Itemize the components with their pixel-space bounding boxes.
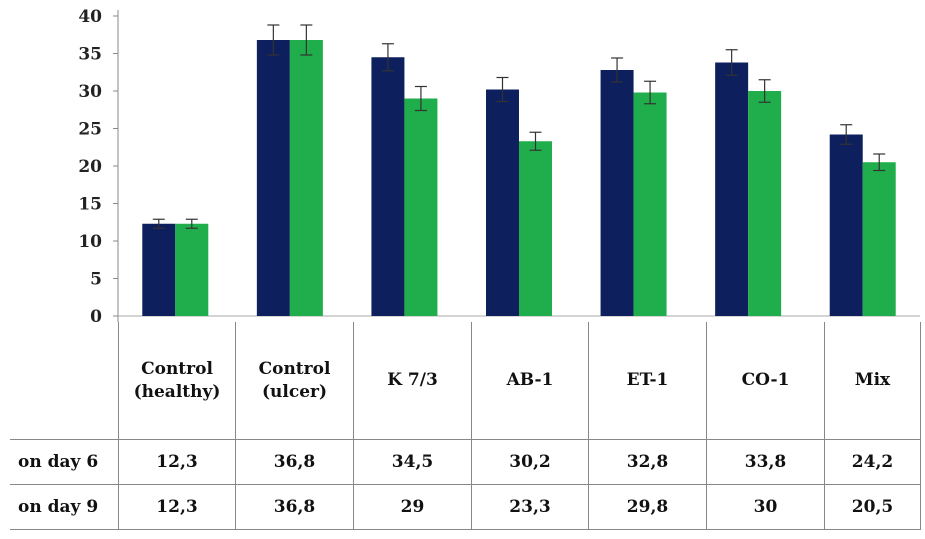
column-header-et1: ET-1 (588, 322, 707, 440)
column-header-control-ulcer: Control (ulcer) (235, 322, 354, 440)
value-cell: 23,3 (471, 484, 589, 530)
row-label-day9: on day 9 (10, 484, 119, 530)
y-tick-label: 10 (78, 232, 102, 252)
table-row-day6: on day 6 12,3 36,8 34,5 30,2 32,8 33,8 2… (10, 439, 921, 485)
row-label-day6: on day 6 (10, 439, 119, 485)
value-cell: 33,8 (706, 439, 825, 485)
bar (600, 70, 634, 316)
value-cell: 36,8 (235, 439, 354, 485)
column-header-k73: K 7/3 (353, 322, 472, 440)
y-tick-label: 30 (78, 82, 102, 102)
value-cell: 12,3 (118, 439, 236, 485)
y-tick-label: 35 (78, 45, 102, 65)
bar (256, 40, 290, 316)
bar (862, 162, 896, 316)
y-tick-label: 15 (78, 195, 102, 215)
bar (289, 40, 323, 316)
value-cell: 20,5 (824, 484, 921, 530)
value-cell: 30 (706, 484, 825, 530)
column-header-control-healthy: Control (healthy) (118, 322, 236, 440)
bar (404, 98, 438, 316)
value-cell: 30,2 (471, 439, 589, 485)
value-cell: 32,8 (588, 439, 707, 485)
bar (715, 62, 749, 316)
value-cell: 24,2 (824, 439, 921, 485)
table-corner-cell (10, 322, 119, 440)
bar (486, 89, 519, 316)
bar (519, 141, 552, 316)
y-tick-label: 40 (78, 7, 102, 27)
value-cell: 34,5 (353, 439, 472, 485)
table-row-day9: on day 9 12,3 36,8 29 23,3 29,8 30 20,5 (10, 484, 921, 530)
bar (748, 91, 782, 316)
value-cell: 12,3 (118, 484, 236, 530)
bar (371, 57, 405, 316)
y-tick-label: 25 (78, 120, 102, 140)
value-cell: 29,8 (588, 484, 707, 530)
value-cell: 36,8 (235, 484, 354, 530)
y-tick-label: 5 (90, 270, 102, 290)
column-header-ab1: AB-1 (471, 322, 589, 440)
value-cell: 29 (353, 484, 472, 530)
bar (633, 92, 667, 316)
bar (142, 223, 176, 316)
y-tick-label: 20 (78, 157, 102, 177)
column-header-mix: Mix (824, 322, 921, 440)
y-axis: 0 5 10 15 20 25 30 35 40 (78, 7, 920, 325)
data-table: Control (healthy) Control (ulcer) K 7/3 AB… (10, 322, 921, 530)
y-tick-label: 0 (90, 307, 102, 325)
bars (142, 24, 896, 316)
table-header-row: Control (healthy) Control (ulcer) K 7/3 AB… (10, 322, 921, 440)
bar-chart: 0 5 10 15 20 25 30 35 40 (78, 7, 920, 325)
bar (175, 223, 209, 316)
bar (829, 134, 863, 316)
column-header-co1: CO-1 (706, 322, 825, 440)
